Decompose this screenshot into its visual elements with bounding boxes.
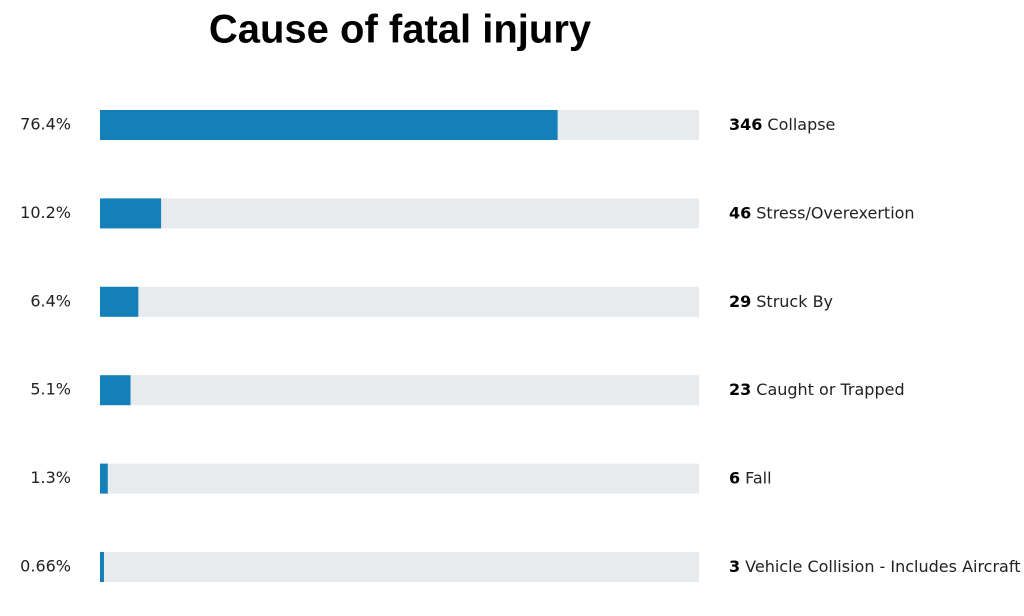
- category-name: Caught or Trapped: [756, 380, 904, 399]
- track: [100, 552, 699, 582]
- value-label: 1.3%: [30, 468, 71, 487]
- count-label: 3: [729, 557, 740, 576]
- count-label: 346: [729, 115, 762, 134]
- category-label: 46 Stress/Overexertion: [729, 203, 915, 222]
- bar: [100, 463, 108, 494]
- value-label: 76.4%: [20, 115, 71, 134]
- category-label: 6 Fall: [729, 468, 772, 487]
- count-label: 46: [729, 203, 751, 222]
- count-label: 6: [729, 468, 740, 487]
- category-label: 346 Collapse: [729, 115, 835, 134]
- count-label: 29: [729, 291, 751, 310]
- value-label: 10.2%: [20, 203, 71, 222]
- value-label: 6.4%: [30, 291, 71, 310]
- category-label: 29 Struck By: [729, 291, 833, 310]
- category-name: Struck By: [756, 291, 833, 310]
- category-name: Vehicle Collision - Includes Aircraft: [745, 557, 1020, 576]
- category-name: Fall: [745, 468, 771, 487]
- value-label: 5.1%: [30, 380, 71, 399]
- track: [100, 286, 699, 317]
- category-label: 3 Vehicle Collision - Includes Aircraft: [729, 557, 1020, 576]
- bar: [100, 198, 162, 229]
- track: [100, 198, 699, 229]
- category-name: Stress/Overexertion: [756, 203, 914, 222]
- category-label: 23 Caught or Trapped: [729, 380, 905, 399]
- bar: [100, 110, 558, 140]
- category-name: Collapse: [767, 115, 835, 134]
- count-label: 23: [729, 380, 751, 399]
- chart-title: Cause of fatal injury: [209, 8, 592, 52]
- track: [100, 463, 699, 494]
- track: [100, 375, 699, 406]
- bar: [100, 286, 139, 317]
- bar: [100, 375, 131, 406]
- value-label: 0.66%: [20, 557, 71, 576]
- bar: [100, 552, 104, 582]
